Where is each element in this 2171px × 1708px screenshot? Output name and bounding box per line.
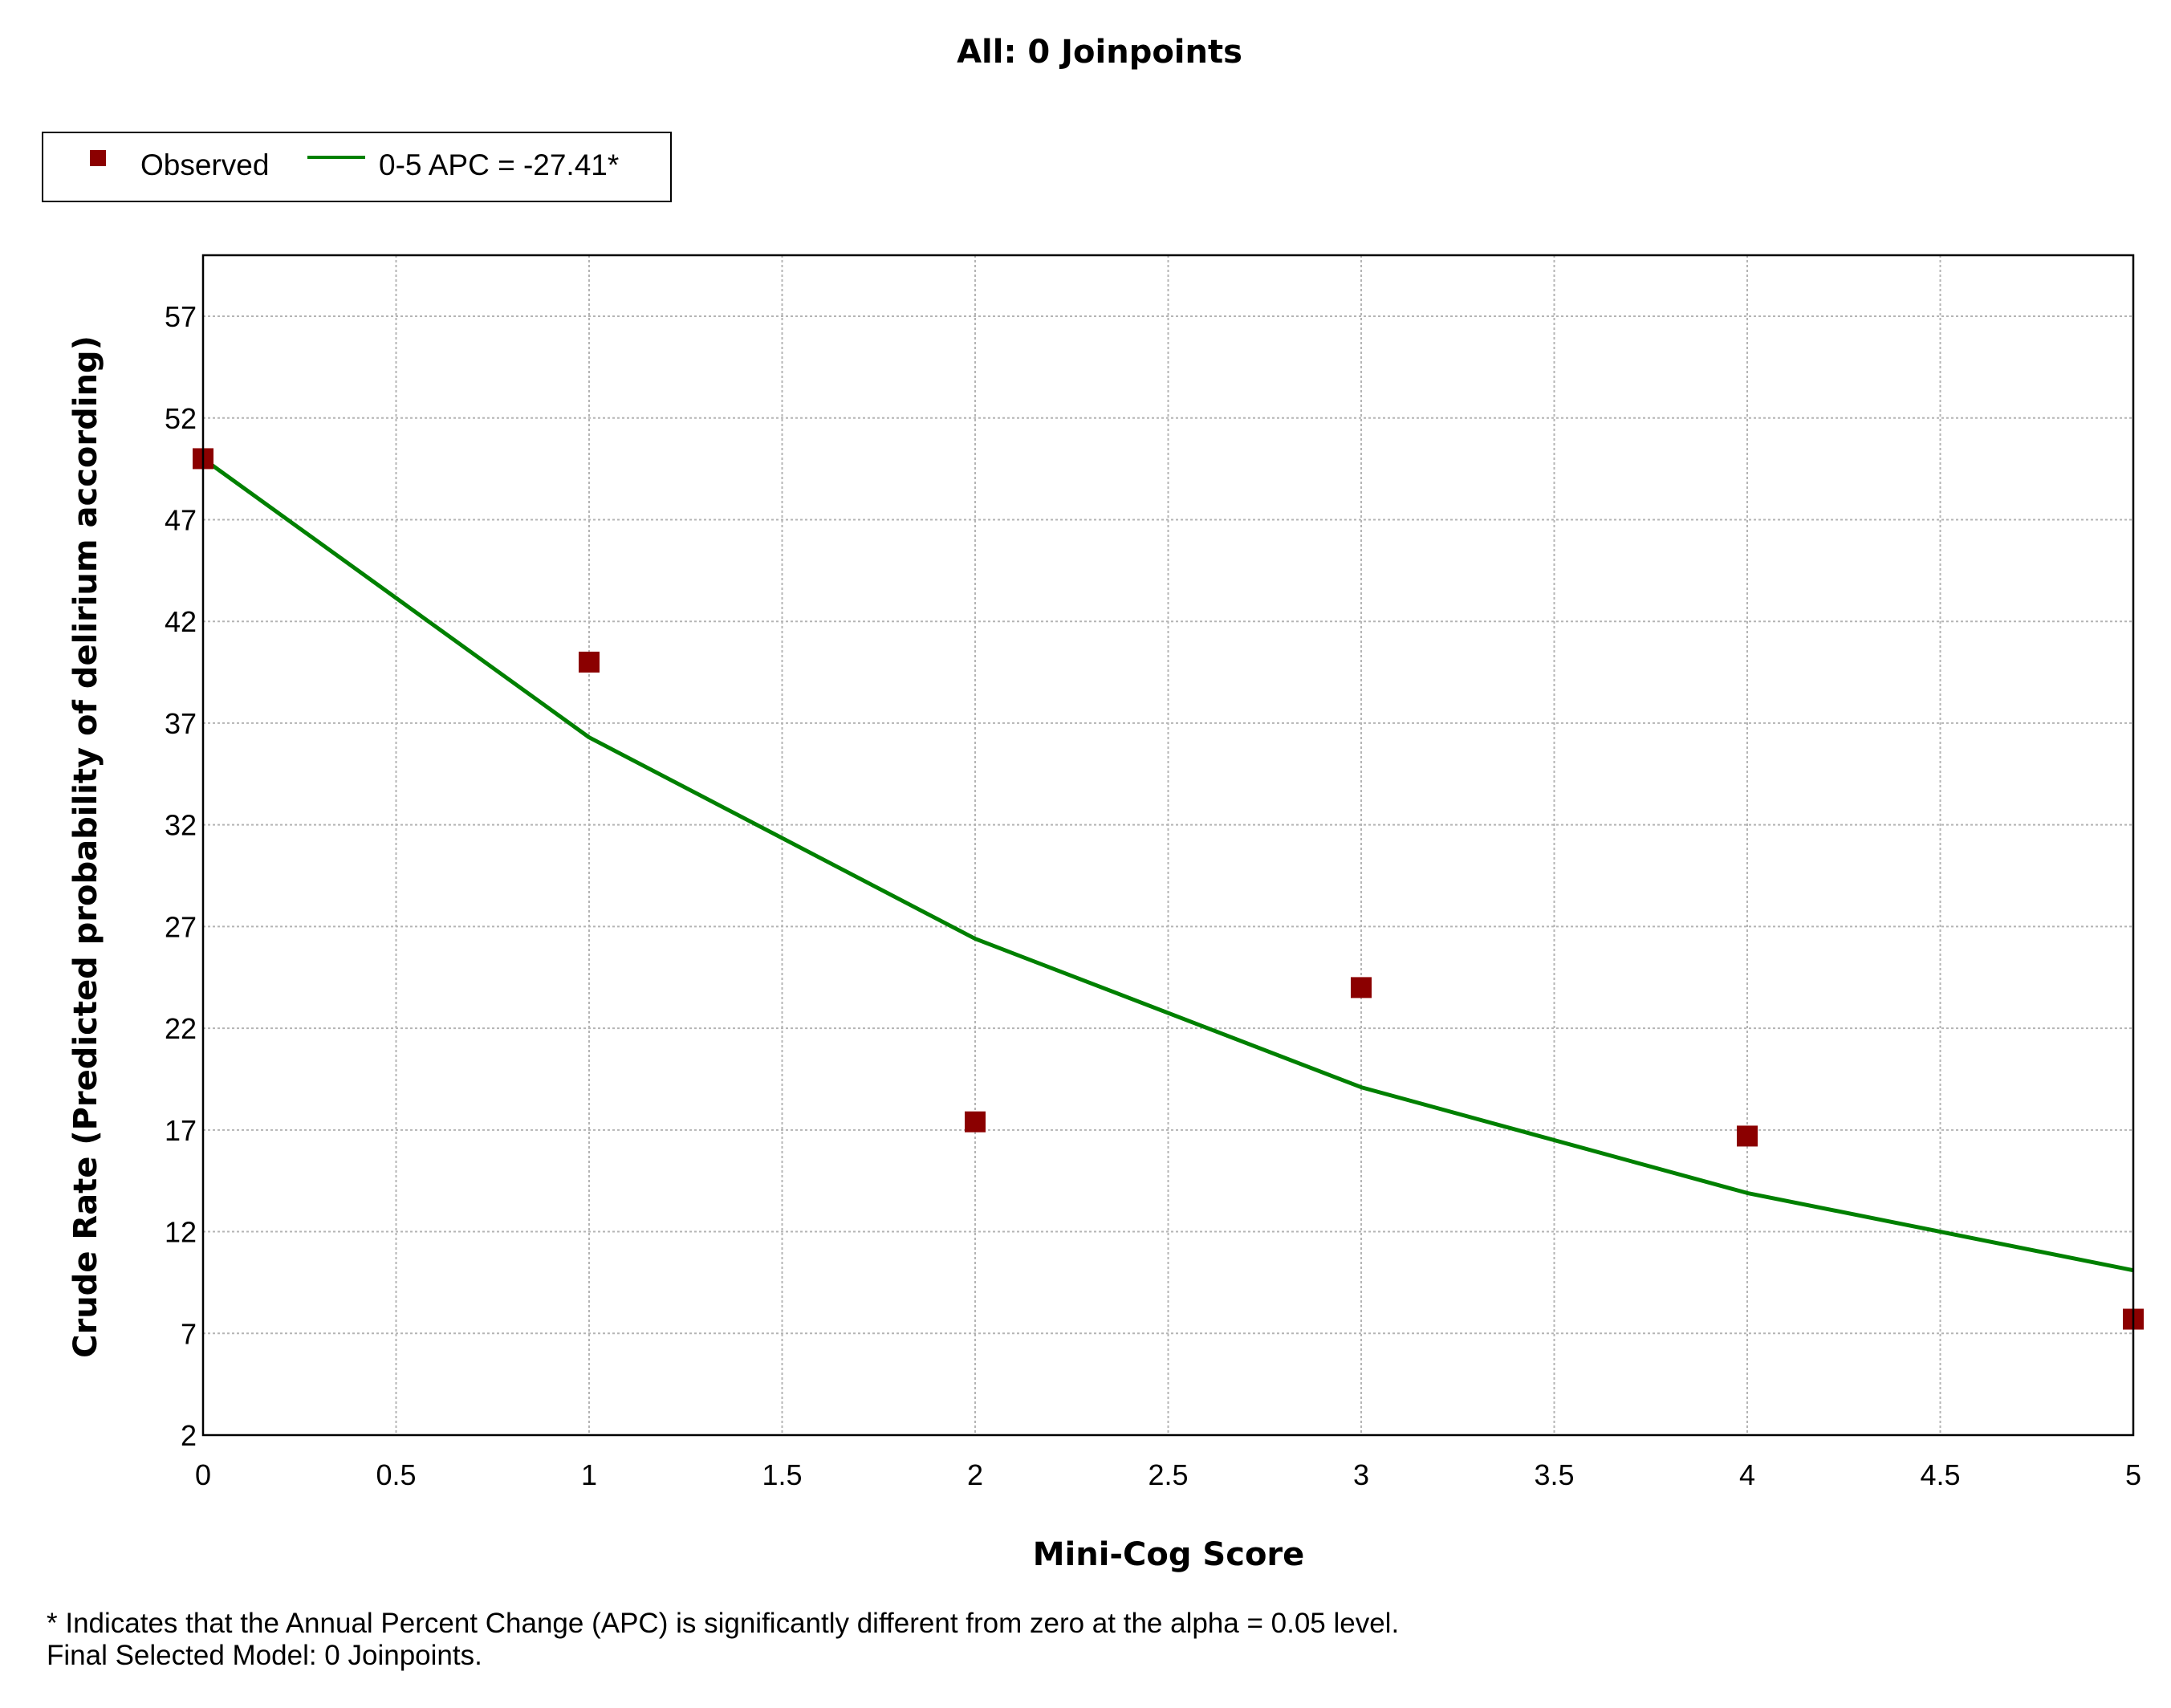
y-tick-label: 52 [165, 402, 197, 435]
x-tick-label: 1.5 [762, 1458, 802, 1491]
x-tick-label: 5 [2125, 1458, 2141, 1491]
x-tick-label: 3 [1353, 1458, 1369, 1491]
y-tick-label: 12 [165, 1216, 197, 1249]
y-tick-label: 17 [165, 1114, 197, 1147]
tick-labels: 0 0.5 1 1.5 2 2.5 3 3.5 4 4.5 52712172227323742475… [165, 300, 2141, 1491]
x-tick-label: 4.5 [1920, 1458, 1960, 1491]
observed-points-layer [193, 448, 2144, 1330]
x-axis-title: Mini-Cog Score [1033, 1536, 1305, 1573]
x-tick-label: 0 [195, 1458, 211, 1491]
legend-box [42, 132, 672, 202]
y-tick-label: 7 [181, 1317, 197, 1350]
fit-line [201, 457, 2134, 1273]
observed-point [965, 1111, 986, 1133]
legend-observed-label: Observed [140, 148, 269, 181]
y-tick-label: 22 [165, 1012, 197, 1045]
y-tick-label: 37 [165, 707, 197, 740]
observed-point [1737, 1125, 1758, 1147]
legend-observed-marker [90, 150, 106, 166]
footnote-significance: * Indicates that the Annual Percent Chan… [47, 1608, 1400, 1639]
grid [203, 255, 2133, 1435]
plot-frame [201, 254, 2135, 1437]
x-tick-label: 0.5 [376, 1458, 416, 1491]
observed-point [579, 651, 600, 673]
fit-line-layer [201, 457, 2134, 1273]
x-tick-label: 4 [1739, 1458, 1755, 1491]
chart-title: All: 0 Joinpoints [957, 34, 1242, 71]
x-tick-label: 1 [581, 1458, 597, 1491]
y-tick-label: 57 [165, 300, 197, 333]
y-tick-label: 27 [165, 910, 197, 943]
observed-point [1351, 977, 1372, 998]
y-tick-label: 42 [165, 605, 197, 638]
y-tick-label: 2 [181, 1419, 197, 1452]
legend-fit-label: 0-5 APC = -27.41* [379, 148, 619, 181]
legend: Observed 0-5 APC = -27.41* [42, 132, 672, 202]
footnote-final-model: Final Selected Model: 0 Joinpoints. [47, 1640, 482, 1671]
x-tick-label: 3.5 [1534, 1458, 1574, 1491]
x-tick-label: 2.5 [1148, 1458, 1188, 1491]
y-tick-label: 47 [165, 503, 197, 536]
y-tick-label: 32 [165, 809, 197, 842]
x-tick-label: 2 [967, 1458, 983, 1491]
y-axis-title: Crude Rate (Predicted probability of del… [67, 336, 104, 1358]
